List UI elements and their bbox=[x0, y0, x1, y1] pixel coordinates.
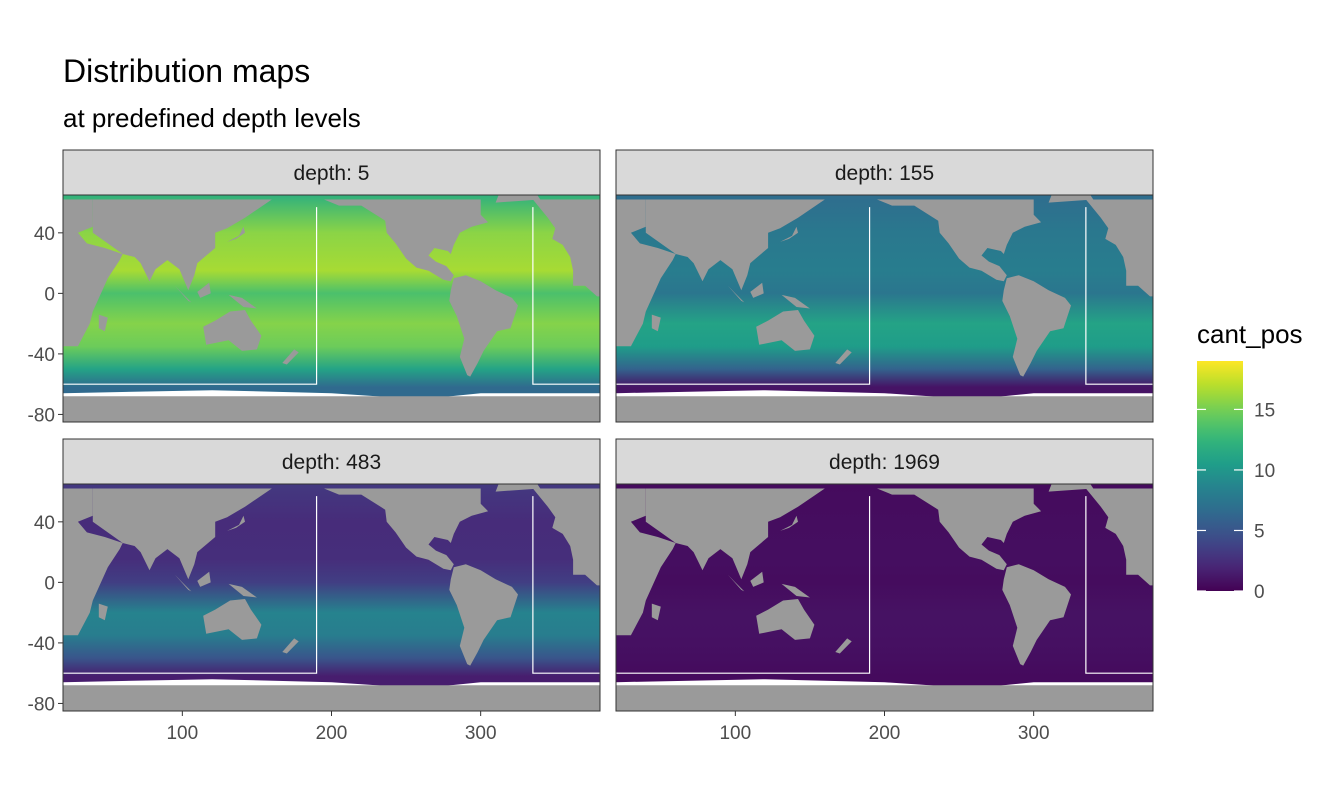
land-mass bbox=[63, 199, 123, 347]
facet-panel: depth: 1969 100 200 300 bbox=[615, 438, 1154, 744]
land-mass bbox=[197, 282, 211, 298]
facet-strip-label: depth: 1969 bbox=[829, 451, 940, 474]
land-mass bbox=[449, 275, 518, 377]
land-mass bbox=[282, 638, 299, 654]
y-tick-label: 0 bbox=[44, 573, 55, 594]
land-mass bbox=[449, 564, 518, 666]
land-mass bbox=[98, 314, 108, 332]
colorbar-label: 15 bbox=[1254, 400, 1275, 421]
land-mass bbox=[835, 349, 852, 365]
land-mass bbox=[756, 599, 815, 640]
x-tick-label: 200 bbox=[869, 723, 901, 744]
land-mass bbox=[616, 199, 676, 347]
land-mass bbox=[645, 488, 825, 580]
chart-title: Distribution maps bbox=[63, 53, 310, 89]
land-mass bbox=[651, 603, 661, 621]
land-mass bbox=[877, 488, 1042, 571]
y-tick-label: 40 bbox=[34, 224, 55, 245]
facet-strip-label: depth: 155 bbox=[835, 162, 934, 185]
land-mass bbox=[877, 199, 1042, 282]
land-mass bbox=[781, 583, 810, 598]
land-mass bbox=[532, 199, 600, 297]
y-tick-label: -40 bbox=[28, 345, 55, 366]
land-mass bbox=[616, 396, 1153, 422]
panel-border bbox=[62, 194, 601, 423]
land-mass bbox=[645, 199, 825, 291]
land-mass bbox=[1002, 564, 1071, 666]
land-mass bbox=[63, 685, 600, 711]
colorbar-label: 0 bbox=[1254, 582, 1265, 603]
y-tick-label: 40 bbox=[34, 513, 55, 534]
land-mass bbox=[203, 599, 262, 640]
basin-outline bbox=[63, 207, 600, 385]
land-mass bbox=[324, 488, 489, 571]
land-mass bbox=[835, 638, 852, 654]
land-mass bbox=[63, 488, 123, 636]
land-mass bbox=[197, 571, 211, 587]
land-mass bbox=[651, 314, 661, 332]
land-mass bbox=[495, 195, 541, 203]
legend-title: cant_pos bbox=[1197, 319, 1303, 349]
facet-panel: depth: 5 40 0 -40 -80 bbox=[28, 149, 601, 426]
land-mass bbox=[92, 199, 272, 291]
land-mass bbox=[228, 583, 257, 598]
basin-outline bbox=[63, 496, 600, 674]
land-mass bbox=[1048, 484, 1094, 492]
land-mass bbox=[324, 199, 489, 282]
colorbar bbox=[1197, 361, 1243, 591]
land-mass bbox=[750, 282, 764, 298]
x-tick-label: 200 bbox=[316, 723, 348, 744]
land-mass bbox=[98, 603, 108, 621]
land-layer bbox=[63, 484, 600, 711]
land-mass bbox=[495, 484, 541, 492]
facet-panels: depth: 5 40 0 -40 -80 depth: 155 depth: 483 40 0… bbox=[28, 149, 1154, 744]
land-mass bbox=[1085, 488, 1153, 586]
y-tick-label: -80 bbox=[28, 405, 55, 426]
x-tick-label: 300 bbox=[1018, 723, 1050, 744]
colorbar-label: 10 bbox=[1254, 461, 1275, 482]
land-mass bbox=[282, 349, 299, 365]
y-tick-label: 0 bbox=[44, 284, 55, 305]
land-mass bbox=[616, 685, 1153, 711]
land-mass bbox=[92, 488, 272, 580]
land-mass bbox=[756, 310, 815, 351]
land-mass bbox=[227, 226, 245, 242]
facet-strip-label: depth: 483 bbox=[282, 451, 381, 474]
land-mass bbox=[532, 488, 600, 586]
facet-strip bbox=[62, 149, 601, 196]
land-mass bbox=[1085, 199, 1153, 297]
land-layer bbox=[616, 484, 1153, 711]
facet-panel: depth: 155 bbox=[615, 149, 1154, 423]
panel-border bbox=[615, 194, 1154, 423]
land-mass bbox=[781, 294, 810, 309]
color-legend: cant_pos 0 5 10 15 bbox=[1197, 319, 1303, 603]
chart-subtitle: at predefined depth levels bbox=[63, 103, 361, 133]
land-mass bbox=[227, 515, 245, 531]
facet-panel: depth: 483 40 0 -40 -80 100 200 300 bbox=[28, 438, 601, 744]
land-mass bbox=[780, 515, 798, 531]
facet-strip bbox=[62, 438, 601, 485]
land-mass bbox=[203, 310, 262, 351]
facet-strip-label: depth: 5 bbox=[294, 162, 370, 185]
x-tick-label: 100 bbox=[166, 723, 198, 744]
facet-strip bbox=[615, 438, 1154, 485]
x-tick-label: 100 bbox=[719, 723, 751, 744]
colorbar-label: 5 bbox=[1254, 521, 1265, 542]
land-mass bbox=[616, 488, 676, 636]
x-tick-label: 300 bbox=[465, 723, 497, 744]
basin-outline bbox=[616, 207, 1153, 385]
land-layer bbox=[63, 195, 600, 422]
land-mass bbox=[1002, 275, 1071, 377]
land-layer bbox=[616, 195, 1153, 422]
land-mass bbox=[228, 294, 257, 309]
basin-outline bbox=[616, 496, 1153, 674]
land-mass bbox=[750, 571, 764, 587]
y-tick-label: -40 bbox=[28, 634, 55, 655]
land-mass bbox=[780, 226, 798, 242]
land-mass bbox=[1048, 195, 1094, 203]
y-tick-label: -80 bbox=[28, 694, 55, 715]
land-mass bbox=[63, 396, 600, 422]
